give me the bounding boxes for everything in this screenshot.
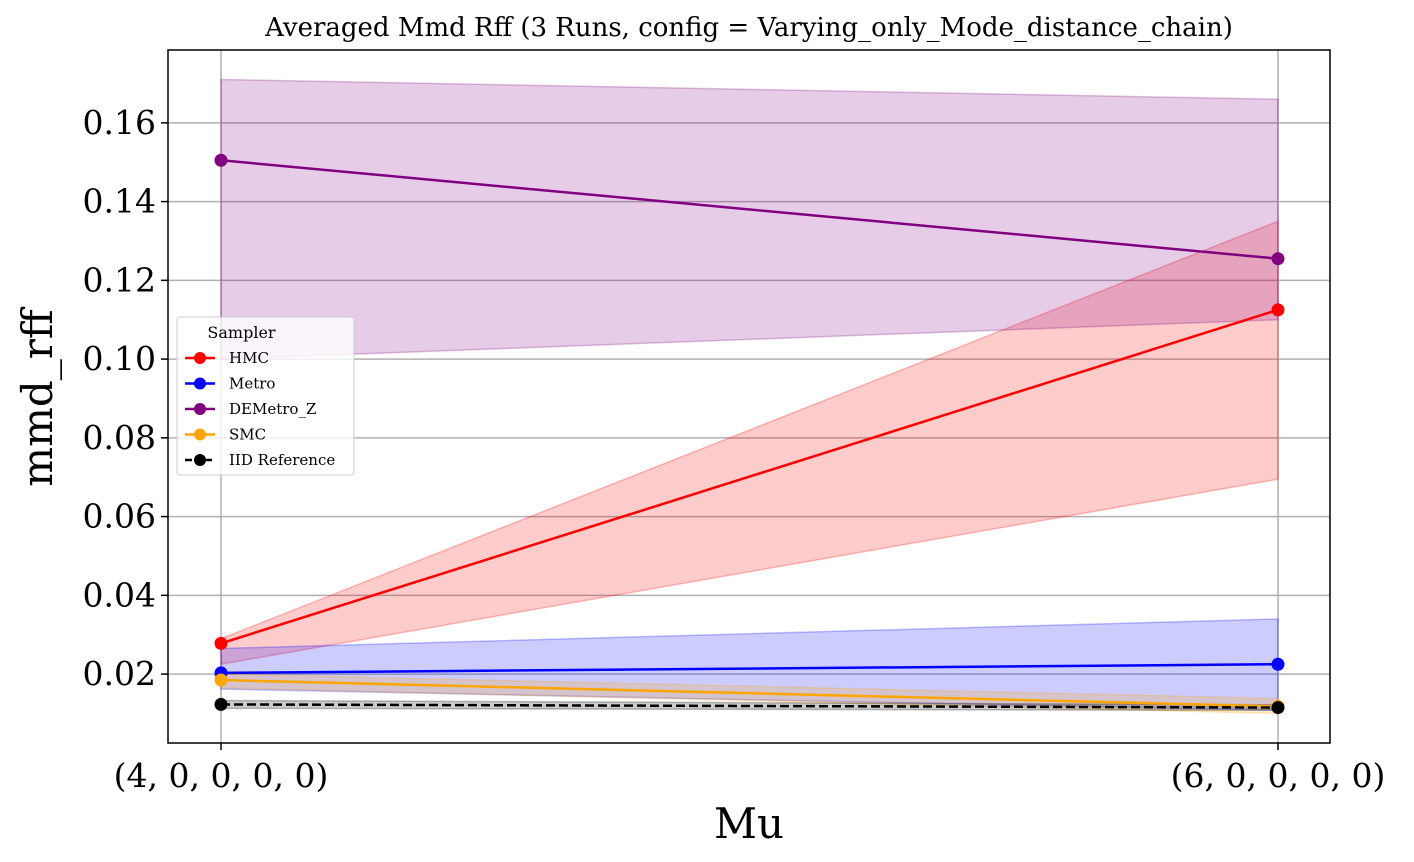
grid-lines (168, 50, 1330, 743)
legend-marker-smc (194, 428, 206, 441)
legend-label-smc: SMC (229, 426, 266, 444)
legend-label-hmc: HMC (229, 349, 269, 367)
legend-title: Sampler (207, 323, 276, 342)
line-metro (220, 663, 1279, 675)
line-hmc (220, 308, 1279, 645)
point-iid-reference (1271, 701, 1285, 715)
legend: Sampler HMC Metro DEMetro_Z SMC IID Reference (176, 316, 355, 476)
point-iid-reference (214, 697, 228, 711)
series-lines (220, 159, 1279, 709)
y-axis-label: mmd_rff (13, 306, 62, 487)
y-tick-label: 0.06 (83, 497, 156, 536)
point-hmc (1271, 303, 1285, 317)
band-hmc (220, 220, 1279, 666)
x-tick-label: (6, 0, 0, 0, 0) (1171, 756, 1386, 795)
legend-marker-metro (194, 377, 206, 390)
x-axis-label: Mu (714, 799, 784, 848)
y-tick-label: 0.04 (83, 575, 156, 614)
band-demetro-z (220, 78, 1279, 360)
point-metro (1271, 657, 1285, 671)
chart-title: Averaged Mmd Rff (3 Runs, config = Varyi… (264, 13, 1233, 43)
y-tick-label: 0.12 (83, 260, 156, 299)
legend-label-demetro-z: DEMetro_Z (229, 400, 316, 418)
legend-marker-iid-reference (194, 454, 206, 466)
y-tick-label: 0.16 (83, 103, 156, 142)
plot-frame (167, 49, 1331, 744)
line-demetro-z (220, 159, 1279, 260)
point-demetro-z (214, 153, 228, 167)
legend-label-iid-reference: IID Reference (229, 451, 335, 469)
x-tick-label: (4, 0, 0, 0, 0) (114, 756, 329, 795)
x-axis-ticks: (4, 0, 0, 0, 0) (6, 0, 0, 0, 0) (114, 743, 1386, 795)
line-iid-reference (220, 703, 1279, 709)
point-smc (214, 673, 228, 687)
legend-marker-hmc (194, 352, 206, 364)
y-tick-label: 0.14 (83, 182, 156, 221)
point-hmc (214, 636, 228, 650)
legend-box (176, 316, 355, 476)
point-demetro-z (1271, 252, 1285, 266)
data-points (214, 153, 1285, 715)
y-tick-label: 0.10 (83, 339, 156, 378)
line-smc (220, 678, 1279, 708)
y-tick-label: 0.02 (83, 654, 156, 693)
y-axis-ticks: 0.02 0.04 0.06 0.08 0.10 0.12 0.14 0.16 (83, 103, 168, 693)
y-tick-label: 0.08 (83, 418, 156, 457)
legend-marker-demetro-z (194, 403, 206, 415)
legend-label-metro: Metro (229, 375, 275, 393)
